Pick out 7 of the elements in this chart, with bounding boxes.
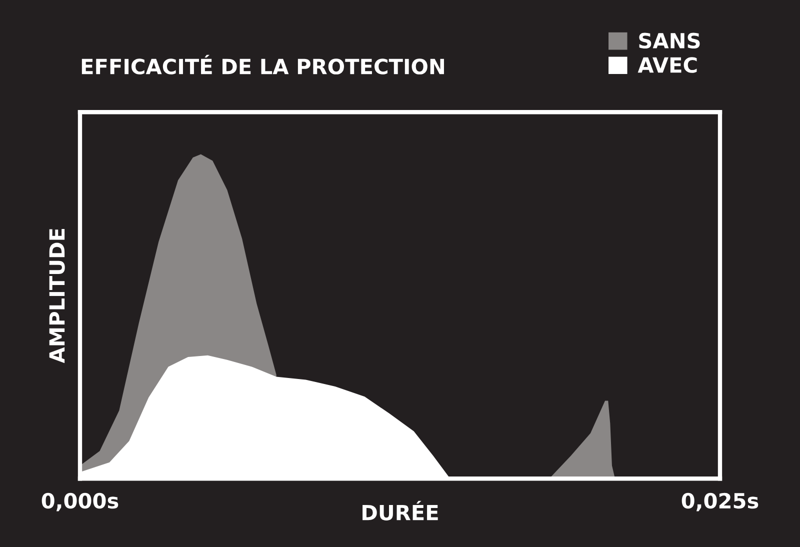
chart-title: EFFICACITÉ DE LA PROTECTION bbox=[82, 54, 444, 74]
x-tick-label: 0,025s bbox=[682, 492, 758, 512]
x-axis-title: DURÉE bbox=[362, 500, 438, 520]
y-axis-title: AMPLITUDE bbox=[49, 229, 65, 364]
x-tick-label: 0,000s bbox=[42, 492, 118, 512]
legend-label: AVEC bbox=[638, 57, 697, 73]
legend-label: SANS bbox=[639, 32, 700, 49]
